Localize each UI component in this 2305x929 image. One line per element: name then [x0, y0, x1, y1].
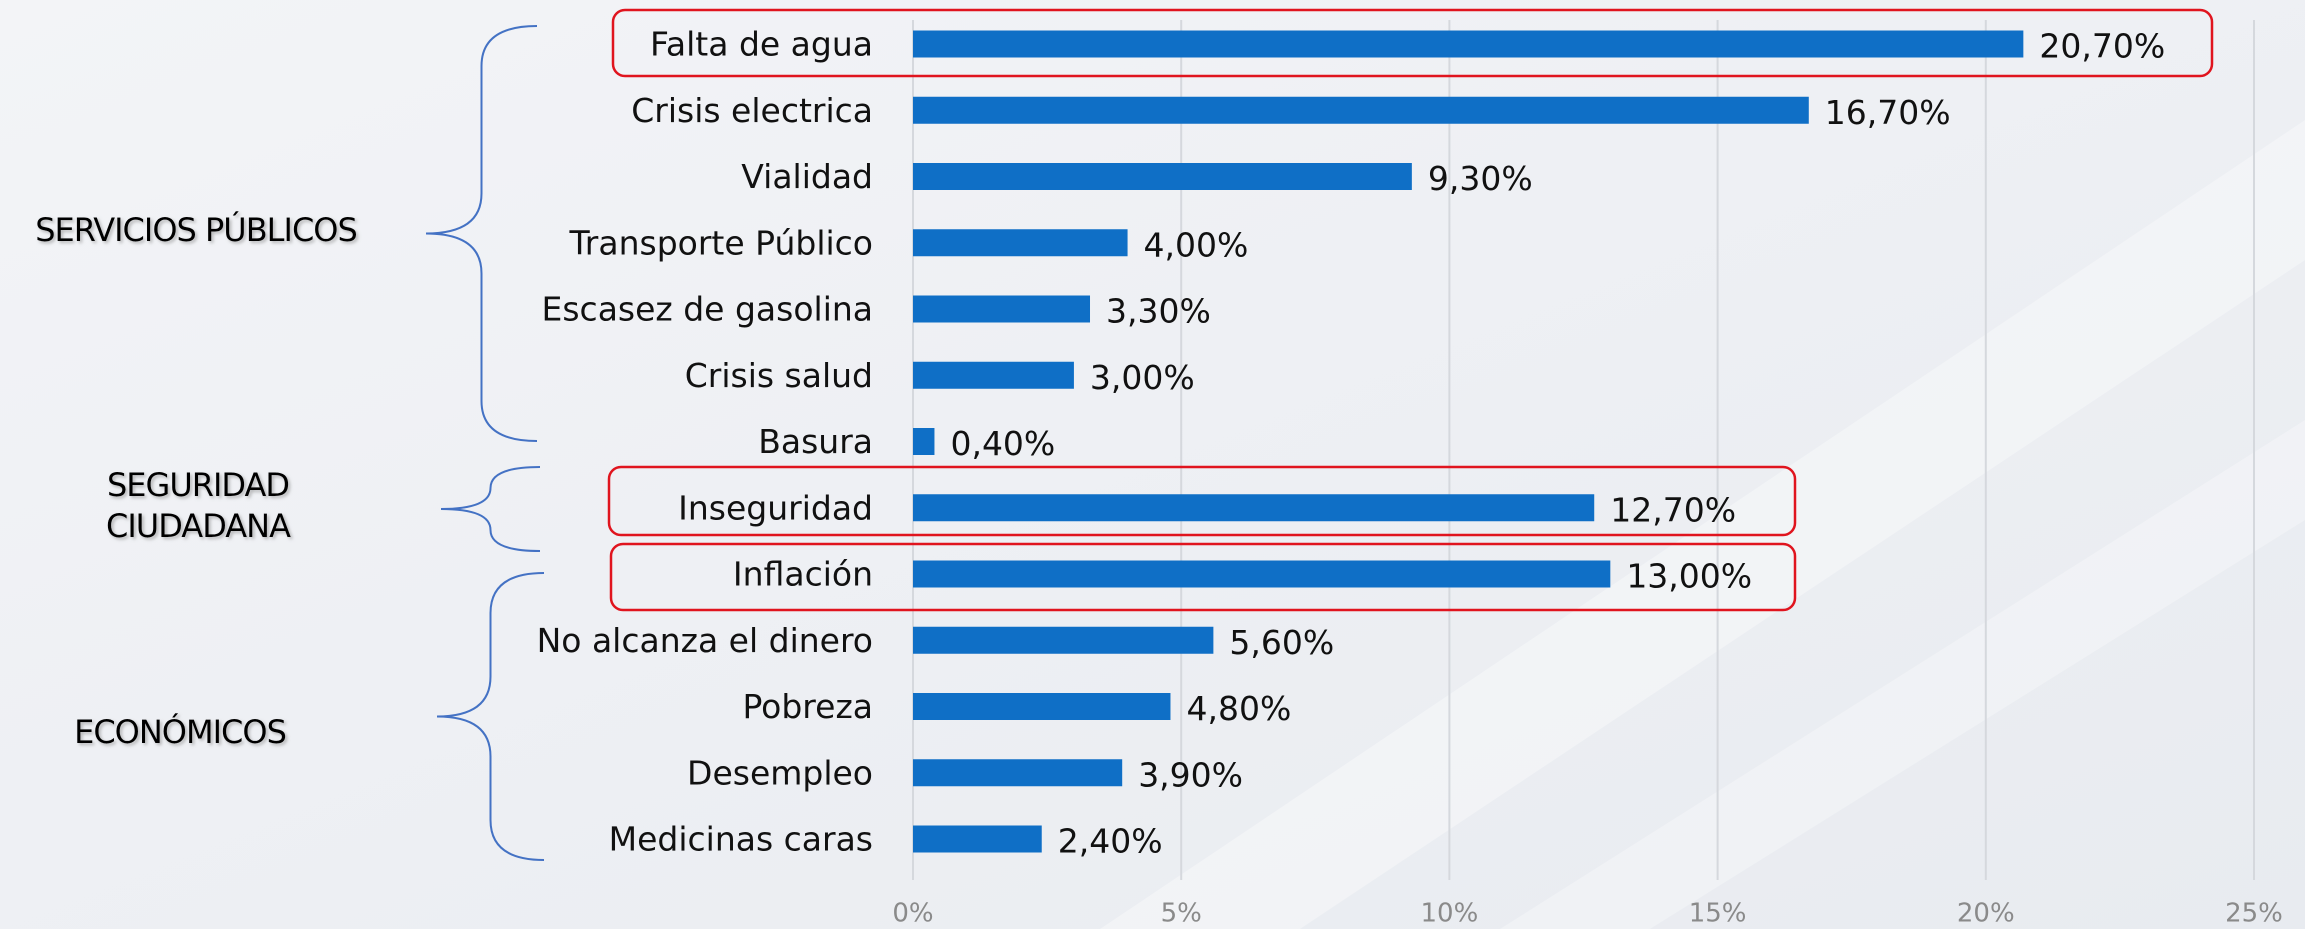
group-label: SERVICIOS PÚBLICOS	[35, 210, 357, 249]
bar	[913, 759, 1123, 787]
y-tick-label: Vialidad	[741, 157, 873, 196]
bar	[913, 494, 1595, 522]
x-tick-label: 25%	[2225, 899, 2283, 929]
y-tick-label: Desempleo	[687, 753, 873, 792]
x-tick-label: 20%	[1957, 899, 2015, 929]
bar	[913, 428, 935, 455]
y-tick-label: Inflación	[733, 555, 873, 594]
bar	[913, 560, 1611, 588]
y-tick-label: Medicinas caras	[609, 820, 873, 859]
group-brace	[440, 466, 541, 552]
highlight-box	[609, 542, 1797, 612]
data-label: 9,30%	[1428, 159, 1533, 198]
bar	[913, 626, 1214, 654]
data-label: 3,30%	[1106, 292, 1211, 331]
bar	[913, 163, 1412, 190]
y-tick-label: Pobreza	[742, 687, 873, 726]
y-tick-label: No alcanza el dinero	[537, 621, 873, 660]
data-label: 12,70%	[1610, 490, 1736, 529]
y-tick-label: Basura	[758, 422, 873, 461]
bg-stripe	[1100, 120, 2305, 929]
group-label: ECONÓMICOS	[74, 712, 286, 751]
data-label: 13,00%	[1626, 557, 1752, 596]
y-tick-label: Transporte Público	[569, 223, 874, 262]
data-label: 4,80%	[1186, 689, 1291, 728]
group-brace	[436, 572, 545, 861]
highlight-box	[611, 8, 2214, 78]
bar	[913, 295, 1091, 323]
y-tick-label: Crisis salud	[685, 356, 873, 395]
data-label: 3,90%	[1138, 755, 1243, 794]
x-tick-label: 15%	[1689, 899, 1747, 929]
data-label: 0,40%	[950, 424, 1055, 463]
bar	[913, 825, 1042, 853]
y-tick-label: Escasez de gasolina	[542, 290, 873, 329]
data-label: 3,00%	[1090, 358, 1195, 397]
bar	[913, 361, 1074, 389]
y-tick-label: Inseguridad	[678, 488, 873, 527]
plot	[913, 30, 2024, 853]
data-label: 5,60%	[1229, 623, 1334, 662]
bar	[913, 229, 1128, 257]
y-tick-label: Falta de agua	[650, 25, 873, 64]
data-label: 20,70%	[2039, 27, 2165, 66]
x-tick-label: 5%	[1161, 899, 1202, 929]
highlight-box	[607, 465, 1797, 537]
bar	[913, 30, 2024, 58]
group-label: SEGURIDAD	[107, 466, 289, 504]
group-brace	[425, 25, 538, 442]
x-tick-label: 0%	[892, 899, 933, 929]
bar	[913, 693, 1171, 720]
group-label: CIUDADANA	[106, 507, 291, 545]
y-tick-label: Crisis electrica	[631, 91, 873, 130]
data-label: 16,70%	[1825, 93, 1951, 132]
bar	[913, 96, 1809, 124]
x-tick-label: 10%	[1421, 899, 1479, 929]
data-label: 4,00%	[1144, 225, 1249, 264]
data-label: 2,40%	[1058, 822, 1163, 861]
bg-stripe	[1500, 420, 2305, 929]
